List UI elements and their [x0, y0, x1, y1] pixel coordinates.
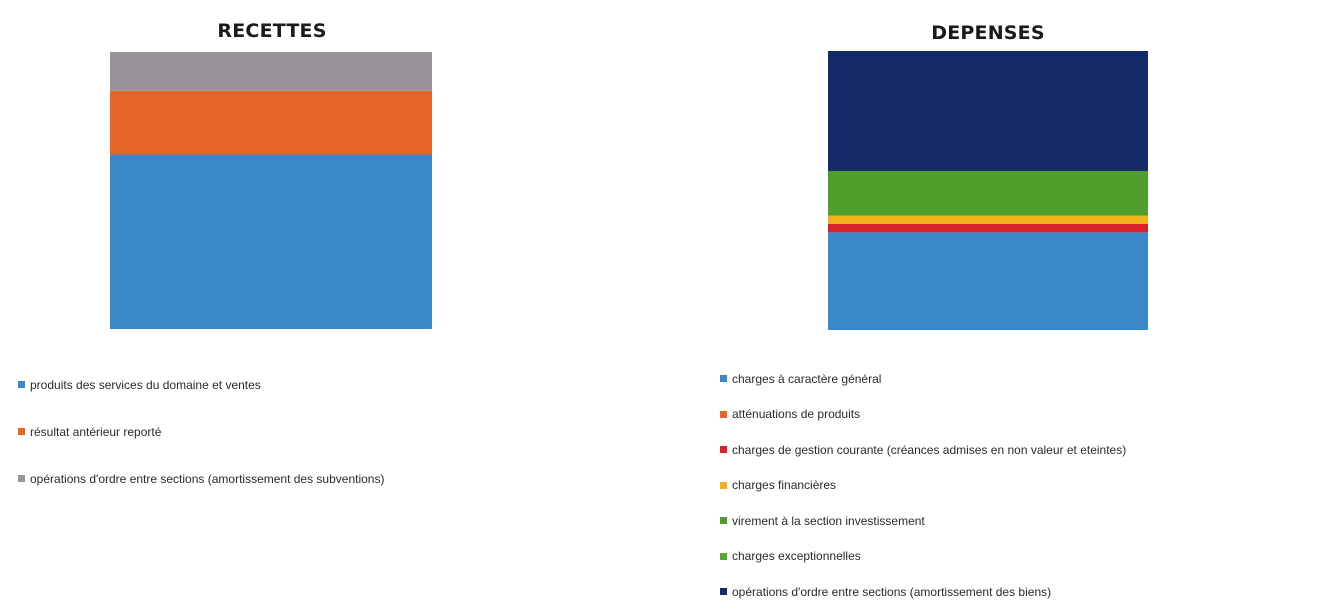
legend-swatch	[18, 428, 25, 435]
depenses-bar-segment-5	[828, 170, 1148, 216]
depenses-legend-item: atténuations de produits	[720, 397, 1126, 433]
legend-swatch	[720, 446, 727, 454]
legend-label: charges à caractère général	[732, 371, 882, 386]
legend-swatch	[720, 552, 727, 560]
depenses-bar-segment-3	[828, 223, 1148, 233]
depenses-bar-segment-1	[828, 232, 1148, 330]
recettes-bar-segment-1	[110, 154, 432, 329]
legend-label: charges financières	[732, 478, 837, 493]
depenses-legend-item: charges financières	[720, 468, 1126, 504]
legend-label: opérations d'ordre entre sections (amort…	[30, 471, 385, 486]
recettes-chart	[110, 52, 432, 329]
legend-label: charges de gestion courante (créances ad…	[732, 442, 1127, 457]
depenses-legend-item: charges de gestion courante (créances ad…	[720, 432, 1126, 468]
depenses-legend-item: charges à caractère général	[720, 361, 1126, 397]
legend-label: produits des services du domaine et vent…	[30, 377, 261, 392]
recettes-bar-segment-3	[110, 52, 432, 91]
legend-swatch	[720, 375, 727, 383]
recettes-legend-item: opérations d'ordre entre sections (amort…	[18, 455, 384, 502]
legend-swatch	[720, 481, 727, 489]
legend-swatch	[18, 381, 25, 388]
depenses-bar-segment-4	[828, 215, 1148, 224]
legend-swatch	[18, 475, 25, 482]
depenses-legend-item: charges exceptionnelles	[720, 539, 1126, 575]
recettes-legend-item: résultat antérieur reporté	[18, 408, 384, 455]
legend-label: résultat antérieur reporté	[30, 424, 162, 439]
legend-label: charges exceptionnelles	[732, 549, 861, 564]
recettes-chart-title: RECETTES	[217, 20, 327, 42]
legend-swatch	[720, 517, 727, 525]
recettes-bar-segment-2	[110, 90, 432, 155]
depenses-chart	[828, 51, 1148, 330]
recettes-legend-item: produits des services du domaine et vent…	[18, 361, 384, 408]
depenses-legend: charges à caractère général atténuations …	[720, 361, 1126, 610]
depenses-chart-title: DEPENSES	[931, 22, 1045, 44]
recettes-legend: produits des services du domaine et vent…	[18, 361, 384, 502]
legend-swatch	[720, 410, 727, 418]
depenses-bar-segment-7	[828, 51, 1148, 171]
legend-label: atténuations de produits	[732, 407, 861, 422]
legend-label: virement à la section investissement	[732, 513, 925, 528]
depenses-legend-item: virement à la section investissement	[720, 503, 1126, 539]
